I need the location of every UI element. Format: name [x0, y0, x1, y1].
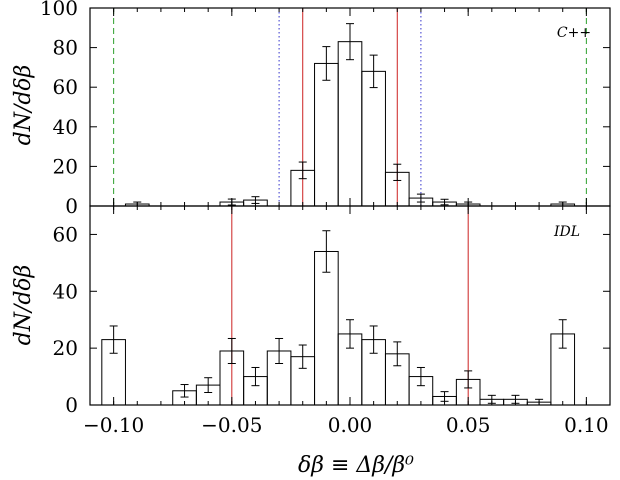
idl-xtick-label-0: −0.10 [83, 413, 144, 437]
idl-xtick-label-3: 0.05 [446, 413, 491, 437]
cpp-bar-4 [314, 62, 339, 207]
panel-label-cpp: C++ [557, 25, 591, 41]
cpp-ytick-label-1: 20 [53, 154, 78, 178]
cpp-ytick-label-0: 0 [65, 194, 78, 218]
idl-bar-7 [314, 250, 339, 406]
xlabel: δβ ≡ Δβ/β⁰ [298, 453, 414, 478]
idl-xtick-label-1: −0.05 [201, 413, 262, 437]
idl-ytick-label-2: 40 [53, 279, 78, 303]
top-ylabel: dN/dδβ [11, 65, 36, 146]
cpp-ytick-label-3: 60 [53, 75, 78, 99]
idl-xtick-label-4: 0.10 [564, 413, 609, 437]
idl-frame [89, 205, 611, 406]
panel-label-idl: IDL [553, 224, 580, 240]
panel-idl: 0 20 40 60 −0.10 −0.05 0.00 0.05 0.10 [53, 205, 611, 437]
cpp-ytick-label-5: 100 [40, 0, 78, 20]
cpp-bar-6 [361, 70, 386, 207]
cpp-ytick-label-2: 40 [53, 115, 78, 139]
bottom-ylabel: dN/dδβ [11, 265, 36, 346]
idl-xtick-label-2: 0.00 [328, 413, 373, 437]
idl-ytick-label-1: 20 [53, 336, 78, 360]
panel-cpp: 0 20 40 60 80 100 [40, 0, 611, 218]
idl-ytick-label-0: 0 [65, 393, 78, 417]
idl-ytick-label-3: 60 [53, 222, 78, 246]
cpp-bar-5 [337, 41, 363, 207]
cpp-ytick-label-4: 80 [53, 36, 78, 60]
